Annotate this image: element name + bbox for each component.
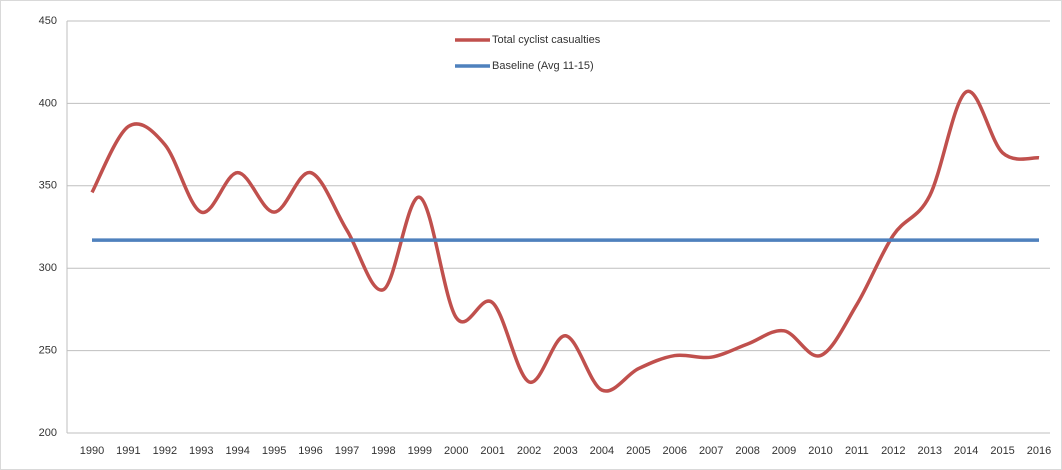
x-tick-label: 2010: [808, 445, 832, 457]
line-series: [90, 89, 1040, 393]
y-tick-label: 400: [39, 97, 57, 109]
x-tick-label: 1990: [80, 445, 104, 457]
x-tick-label: 2006: [663, 445, 687, 457]
x-tick-label: 1995: [262, 445, 286, 457]
x-tick-label: 1994: [225, 445, 249, 457]
legend-label: Total cyclist casualties: [492, 34, 601, 46]
x-tick-label: 2015: [990, 445, 1014, 457]
x-tick-label: 1992: [153, 445, 177, 457]
x-tick-label: 2011: [845, 445, 869, 457]
y-tick-label: 450: [39, 15, 57, 27]
x-tick-label: 2001: [480, 445, 504, 457]
y-tick-label: 300: [39, 262, 57, 274]
legend-label: Baseline (Avg 11-15): [492, 60, 594, 72]
x-tick-label: 2012: [881, 445, 905, 457]
x-tick-label: 2003: [553, 445, 577, 457]
x-tick-label: 1998: [371, 445, 395, 457]
x-tick-label: 2000: [444, 445, 468, 457]
x-tick-label: 2013: [917, 445, 941, 457]
y-tick-label: 250: [39, 345, 57, 357]
x-tick-label: 1993: [189, 445, 213, 457]
x-tick-label: 2004: [590, 445, 614, 457]
y-tick-label: 350: [39, 180, 57, 192]
x-tick-label: 2002: [517, 445, 541, 457]
x-tick-label: 2014: [954, 445, 978, 457]
x-tick-label: 1996: [298, 445, 322, 457]
x-tick-label: 1991: [116, 445, 140, 457]
x-tick-label: 1999: [408, 445, 432, 457]
x-tick-label: 2005: [626, 445, 650, 457]
x-tick-label: 2016: [1027, 445, 1051, 457]
y-tick-label: 200: [39, 427, 57, 439]
x-tick-label: 2007: [699, 445, 723, 457]
x-tick-label: 1997: [335, 445, 359, 457]
x-tick-label: 2009: [772, 445, 796, 457]
x-tick-label: 2008: [735, 445, 759, 457]
